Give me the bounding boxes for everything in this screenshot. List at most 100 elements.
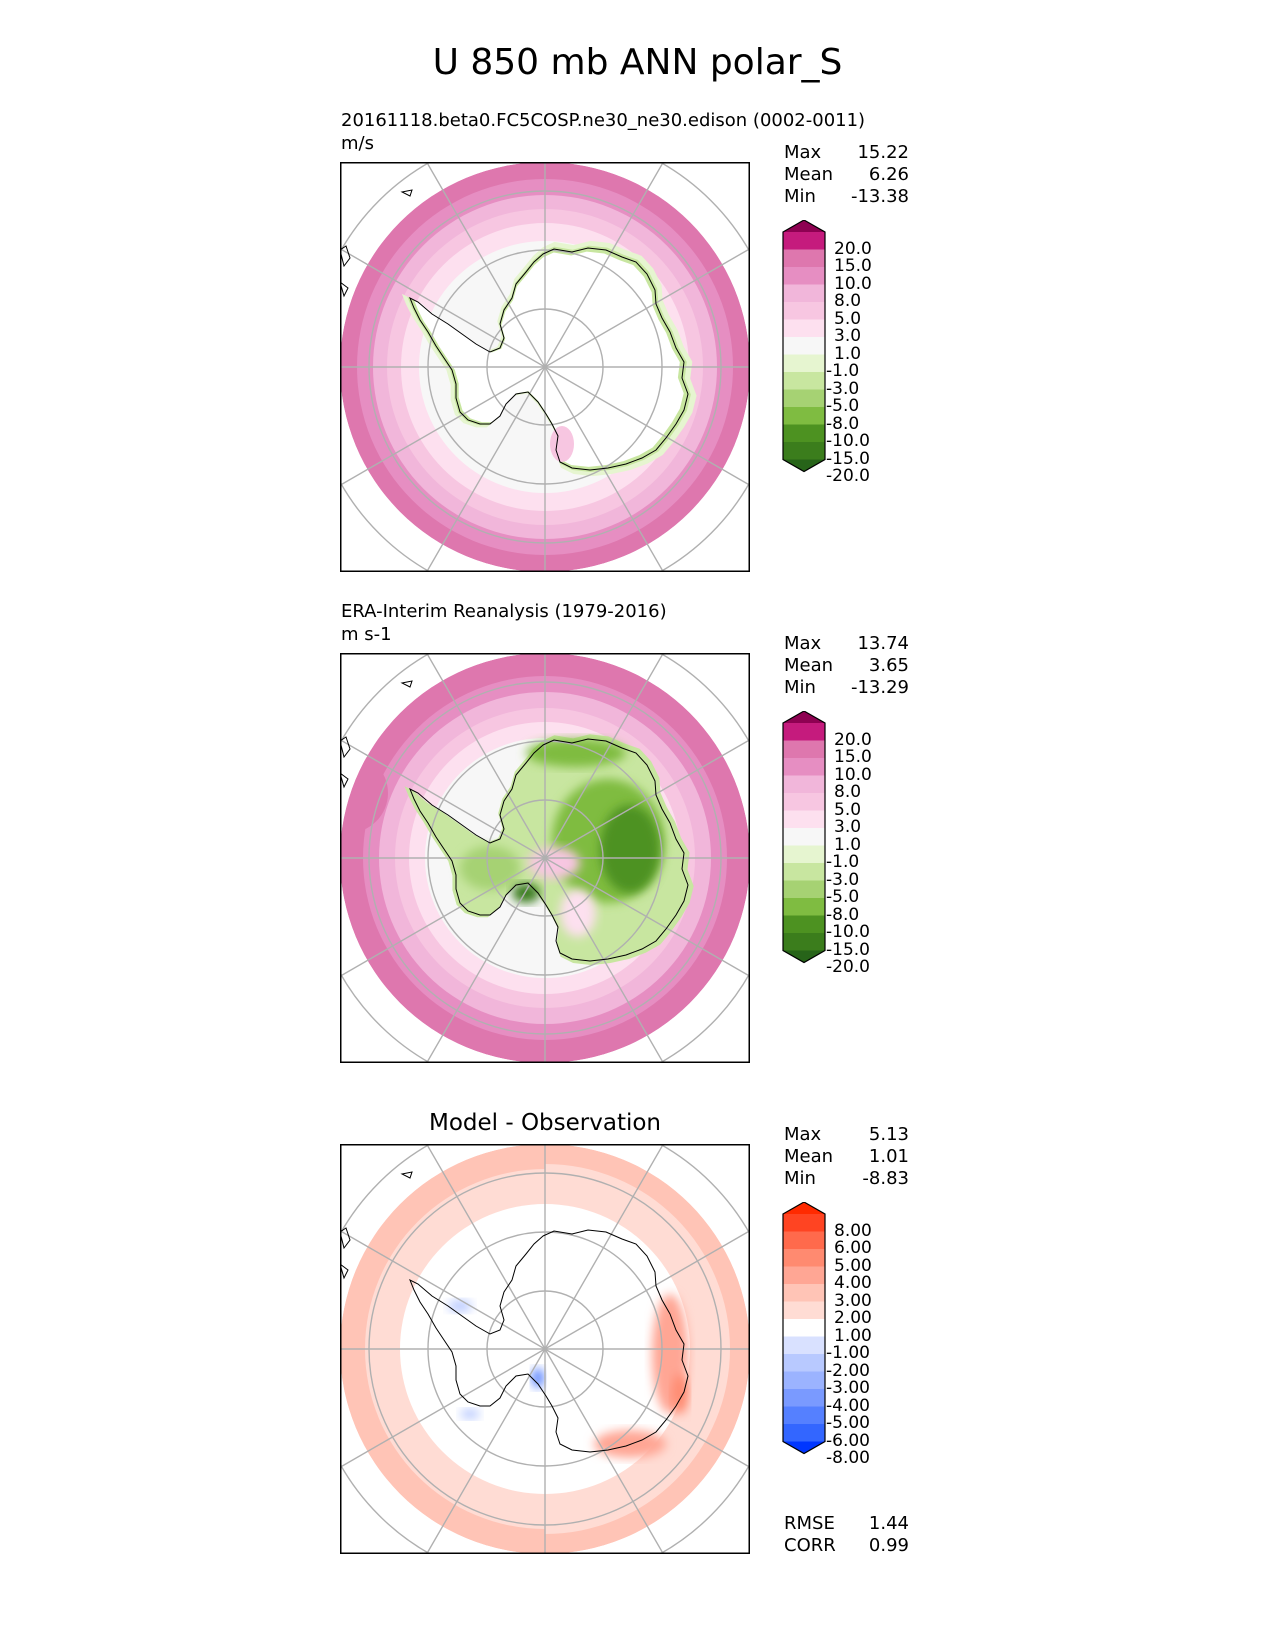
stat-label: Mean xyxy=(784,655,834,676)
metric-row: CORR 0.99 xyxy=(784,1535,909,1557)
stat-label: Max xyxy=(784,142,822,163)
colorbar-swatch xyxy=(783,1424,825,1442)
colorbar-tick-label: 20.0 xyxy=(834,729,872,750)
colorbar-tick-label: 3.00 xyxy=(834,1290,872,1311)
colorbar-swatch xyxy=(783,723,825,741)
contour-band xyxy=(550,426,574,462)
colorbar-tick-label: -15.0 xyxy=(826,448,870,469)
south-america-coastline xyxy=(340,189,413,298)
colorbar-tick-label: 6.00 xyxy=(834,1238,872,1258)
colorbar-extend-bottom xyxy=(783,459,825,472)
panel-3-title: Model - Observation xyxy=(428,1110,662,1136)
colorbar-tick-label: -6.00 xyxy=(826,1430,870,1451)
stat-value: -13.38 xyxy=(850,186,909,207)
colorbar-tick-label: -8.0 xyxy=(826,413,860,434)
graticule xyxy=(340,1144,750,1554)
positive-anomaly xyxy=(672,1374,688,1414)
colorbar-tick-label: -5.00 xyxy=(826,1413,870,1433)
colorbar-swatch xyxy=(783,319,825,338)
stat-row: Max 15.22 xyxy=(784,142,909,164)
panel-3-metrics: RMSE 1.44 CORR 0.99 xyxy=(784,1513,909,1559)
stat-row: Max 13.74 xyxy=(784,633,909,655)
antarctica-coastline xyxy=(409,1229,689,1453)
antarctica-coastline xyxy=(409,738,689,962)
panel-3-polar-map xyxy=(340,1144,750,1554)
colorbar-swatch xyxy=(783,354,825,373)
colorbar-tick-label: 10.0 xyxy=(834,273,872,294)
colorbar-swatch xyxy=(783,915,825,934)
colorbar-tick-label: 15.0 xyxy=(834,256,872,276)
colorbar-swatch xyxy=(783,424,825,443)
colorbar-tick-label: 5.0 xyxy=(834,799,862,820)
stat-label: Mean xyxy=(784,1146,834,1167)
panel-2-units: m s-1 xyxy=(341,624,392,645)
colorbar-tick-label: -8.0 xyxy=(826,904,860,925)
colorbar-swatch xyxy=(783,793,825,811)
map-content xyxy=(340,1144,750,1554)
metric-label: CORR xyxy=(784,1535,836,1556)
colorbar-tick-label: -1.00 xyxy=(826,1343,870,1363)
colorbar-swatch xyxy=(783,933,825,951)
panel-1-colorbar: 20.0 15.0 10.0 8.0 5.0 3.0 1.0 -1.0 -3.0 -5.0 -8.0… xyxy=(782,220,902,516)
colorbar-svg xyxy=(782,1202,826,1455)
colorbar-swatch xyxy=(783,1406,825,1425)
stat-value: 3.65 xyxy=(868,655,909,676)
colorbar-tick-label: 8.00 xyxy=(834,1220,872,1241)
colorbar-swatch xyxy=(783,1266,825,1285)
metric-value: 0.99 xyxy=(868,1535,909,1556)
colorbar-swatch xyxy=(783,284,825,303)
colorbar-swatch xyxy=(783,1214,825,1232)
map-frame xyxy=(340,653,750,1063)
colorbar-tick-label: -3.00 xyxy=(826,1378,870,1398)
meridian-line xyxy=(425,162,665,572)
meridian-line xyxy=(425,653,665,1063)
stat-row: Max 5.13 xyxy=(784,1124,909,1146)
stat-label: Mean xyxy=(784,164,834,185)
polar-map-svg xyxy=(340,162,750,572)
stat-row: Mean 6.26 xyxy=(784,164,909,186)
negative-anomaly xyxy=(460,1409,480,1419)
stat-value: -13.29 xyxy=(850,677,909,698)
colorbar-swatch xyxy=(783,775,825,794)
panel-2-polar-map xyxy=(340,653,750,1063)
stat-label: Max xyxy=(784,1124,822,1145)
figure-title: U 850 mb ANN polar_S xyxy=(432,42,843,83)
colorbar-tick-label: -15.0 xyxy=(826,939,870,960)
westerly-core xyxy=(560,889,596,937)
map-frame xyxy=(340,1144,750,1554)
colorbar-extend-top xyxy=(783,1202,825,1214)
colorbar-tick-label: 5.00 xyxy=(834,1255,872,1276)
graticule xyxy=(340,653,750,1063)
colorbar-outline xyxy=(782,711,826,964)
colorbar-swatch xyxy=(783,828,825,846)
stat-label: Min xyxy=(784,677,816,698)
map-content xyxy=(340,653,750,1063)
colorbar-swatch xyxy=(783,845,825,864)
colorbar-tick-label: 8.0 xyxy=(834,291,862,311)
colorbar-tick-label: -5.0 xyxy=(826,887,860,907)
colorbar-tick-label: -3.0 xyxy=(826,378,860,399)
colorbar-swatch xyxy=(783,1371,825,1390)
stat-label: Min xyxy=(784,1168,816,1189)
metric-row: RMSE 1.44 xyxy=(784,1513,909,1535)
colorbar-tick-label: 2.00 xyxy=(834,1308,872,1328)
colorbar-tick-label: -20.0 xyxy=(826,957,870,977)
panel-1-units: m/s xyxy=(341,133,374,154)
stat-value: 13.74 xyxy=(857,633,909,654)
graticule xyxy=(340,162,750,572)
stat-value: 1.01 xyxy=(868,1146,909,1167)
stat-value: 5.13 xyxy=(868,1124,909,1145)
colorbar-swatch xyxy=(783,302,825,320)
map-content xyxy=(340,162,750,572)
polar-map-svg xyxy=(340,1144,750,1554)
negative-anomaly xyxy=(532,1368,544,1388)
colorbar-swatch xyxy=(783,740,825,759)
colorbar-swatch xyxy=(783,1389,825,1407)
easterly-core xyxy=(512,883,540,903)
colorbar-swatch xyxy=(783,1249,825,1267)
colorbar-swatch xyxy=(783,407,825,425)
easterly-core xyxy=(460,846,520,890)
colorbar-swatch xyxy=(783,863,825,881)
panel-3-colorbar: 8.00 6.00 5.00 4.00 3.00 2.00 1.00 -1.00 -2.00 -3… xyxy=(782,1202,902,1498)
colorbar-tick-label: -4.00 xyxy=(826,1395,870,1416)
